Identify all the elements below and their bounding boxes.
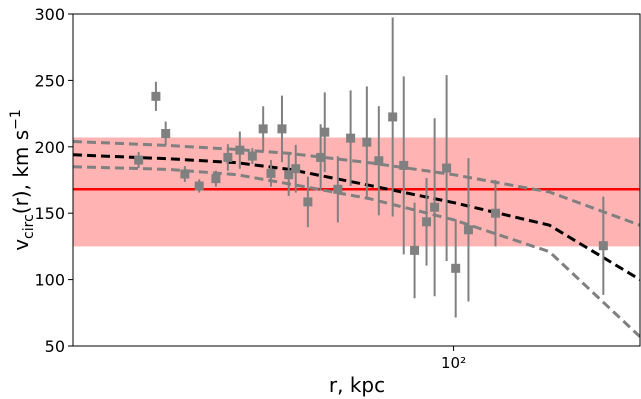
dashed-curve <box>73 153 640 281</box>
data-point <box>399 160 409 170</box>
data-point <box>422 217 432 227</box>
data-point <box>134 155 144 165</box>
data-point <box>151 91 161 101</box>
data-point <box>374 156 384 166</box>
data-point <box>291 164 301 174</box>
y-label-part: v <box>9 239 33 251</box>
data-point <box>333 184 343 194</box>
axes-frame <box>72 13 641 347</box>
data-point <box>346 133 356 143</box>
y-tick-label: 150 <box>34 204 65 223</box>
data-point <box>490 208 500 218</box>
y-label-part: circ <box>21 214 37 239</box>
y-label-part: (r), km s <box>9 130 33 214</box>
data-point <box>258 124 268 134</box>
data-point <box>598 241 608 251</box>
data-point <box>463 225 473 235</box>
data-point <box>430 202 440 212</box>
dashed-curve <box>73 165 640 338</box>
data-point <box>211 174 221 184</box>
y-axis-label: vcirc(r), km s−1 <box>8 109 37 251</box>
y-tick-label: 200 <box>34 138 65 157</box>
data-point <box>316 152 326 162</box>
dashed-curve <box>73 140 640 227</box>
data-point <box>320 127 330 137</box>
band <box>73 137 640 247</box>
data-point <box>451 263 461 273</box>
data-point <box>161 129 171 139</box>
y-tick-label: 300 <box>34 5 65 24</box>
data-point <box>247 151 257 161</box>
x-tick-label: 10² <box>441 354 466 372</box>
y-tick-label: 250 <box>34 71 65 90</box>
data-point <box>388 112 398 122</box>
data-point <box>362 137 372 147</box>
data-point <box>235 145 245 155</box>
data-point <box>223 152 233 162</box>
data-point <box>284 170 294 180</box>
data-point <box>410 245 420 255</box>
y-tick-label: 50 <box>45 337 65 356</box>
y-tick-label: 100 <box>34 271 65 290</box>
data-point <box>303 197 313 207</box>
x-axis-label: r, kpc <box>329 373 385 397</box>
data-point <box>180 169 190 179</box>
data-point <box>442 163 452 173</box>
data-point <box>266 168 276 178</box>
y-label-part: −1 <box>8 109 24 130</box>
data-point <box>194 181 204 191</box>
data-point <box>277 124 287 134</box>
